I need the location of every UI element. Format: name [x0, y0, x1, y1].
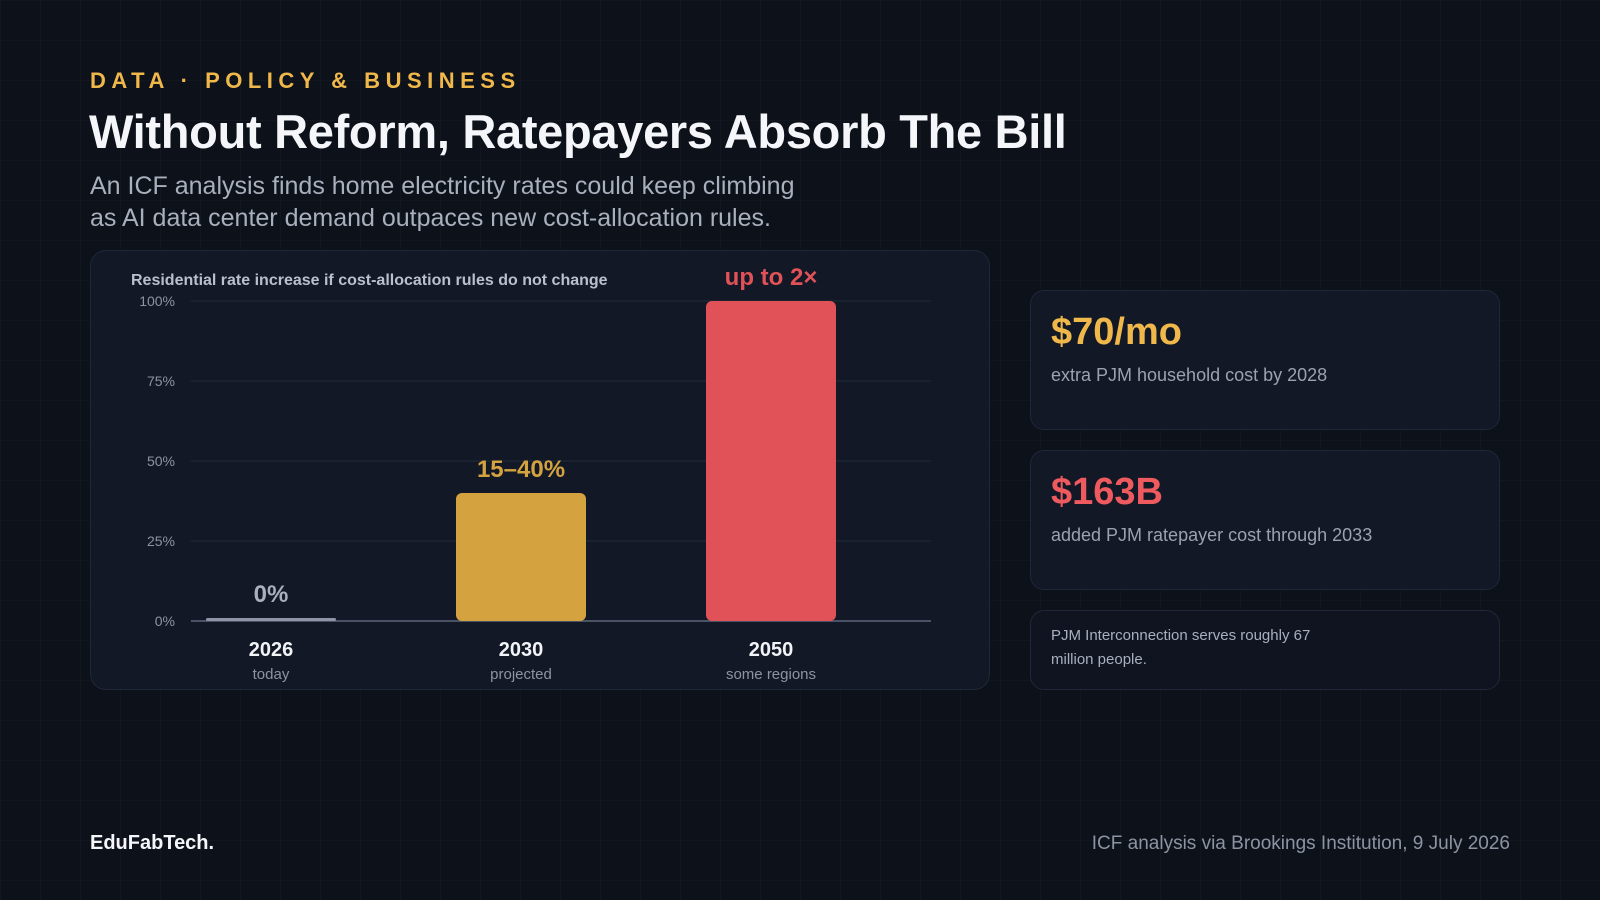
page-title: Without Reform, Ratepayers Absorb The Bi…: [89, 105, 1067, 158]
subtitle: An ICF analysis finds home electricity r…: [90, 170, 890, 234]
eyebrow-label: DATA · POLICY & BUSINESS: [90, 68, 521, 93]
brand-logo: EduFabTech.: [90, 832, 215, 854]
chart-card: Residential rate increase if cost-alloca…: [90, 250, 990, 690]
stat-label: added PJM ratepayer cost through 2033: [1051, 525, 1373, 545]
x-tick-sublabel: some regions: [726, 666, 816, 683]
subtitle-line-1: An ICF analysis finds home electricity r…: [90, 172, 795, 200]
bar-value-label: 15–40%: [477, 456, 565, 483]
stat-card-household-cost: $70/mo extra PJM household cost by 2028: [1030, 290, 1500, 430]
stat-card-ratepayer-cost: $163B added PJM ratepayer cost through 2…: [1030, 450, 1500, 590]
y-tick-label: 50%: [147, 453, 175, 469]
stat-label: extra PJM household cost by 2028: [1051, 365, 1328, 385]
bar-2030: [456, 493, 586, 621]
y-tick-label: 75%: [147, 373, 175, 389]
x-tick-label: 2050: [749, 639, 794, 661]
note-card: PJM Interconnection serves roughly 67 mi…: [1030, 610, 1500, 690]
bar-value-label: 0%: [254, 581, 289, 608]
bar-2026: [206, 618, 336, 621]
y-tick-label: 0%: [155, 613, 175, 629]
stat-value: $70/mo: [1051, 311, 1182, 353]
bar-value-label: up to 2×: [725, 264, 818, 291]
stat-value: $163B: [1051, 471, 1163, 513]
x-tick-label: 2030: [499, 639, 544, 661]
subtitle-line-2: as AI data center demand outpaces new co…: [90, 204, 771, 232]
y-tick-label: 100%: [139, 293, 175, 309]
bar-chart: Residential rate increase if cost-alloca…: [131, 264, 931, 683]
x-tick-sublabel: today: [253, 666, 290, 683]
bar-2050: [706, 301, 836, 621]
x-tick-sublabel: projected: [490, 666, 552, 683]
note-text: PJM Interconnection serves roughly 67 mi…: [1051, 627, 1311, 668]
source-citation: ICF analysis via Brookings Institution, …: [1091, 833, 1510, 854]
chart-title: Residential rate increase if cost-alloca…: [131, 272, 608, 289]
y-tick-label: 25%: [147, 533, 175, 549]
x-tick-label: 2026: [249, 639, 294, 661]
